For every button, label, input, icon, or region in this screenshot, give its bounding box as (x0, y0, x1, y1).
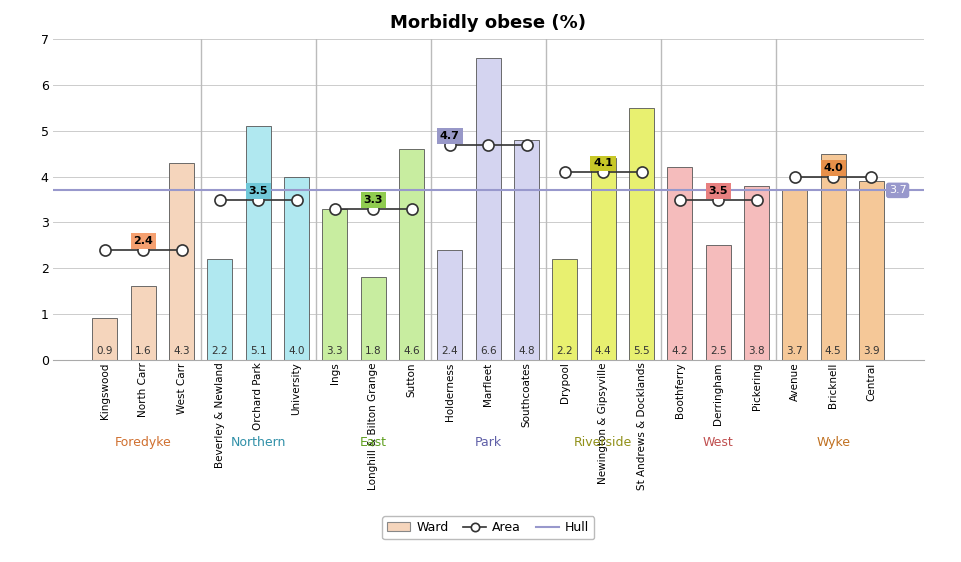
Bar (820, 154, 845, 360)
Text: Park: Park (474, 436, 502, 449)
Text: 4.8: 4.8 (518, 347, 534, 356)
Text: Wyke: Wyke (815, 436, 850, 449)
Text: 6.6: 6.6 (480, 347, 496, 356)
Text: 1.8: 1.8 (364, 347, 382, 356)
Text: 3.9: 3.9 (862, 347, 879, 356)
Text: 2.2: 2.2 (556, 347, 573, 356)
Bar (590, 158, 615, 360)
Bar (169, 163, 194, 360)
Legend: Ward, Area, Hull: Ward, Area, Hull (382, 516, 593, 539)
Text: 4.4: 4.4 (594, 347, 611, 356)
Bar (705, 245, 729, 360)
Bar (246, 126, 270, 360)
Text: 4.1: 4.1 (593, 158, 612, 169)
Text: 5.5: 5.5 (632, 347, 650, 356)
Bar (781, 191, 806, 360)
Text: 3.3: 3.3 (363, 195, 382, 205)
Bar (283, 176, 308, 360)
Text: 3.5: 3.5 (707, 186, 727, 196)
Text: 2.2: 2.2 (211, 347, 228, 356)
Text: 4.3: 4.3 (173, 347, 189, 356)
Text: 4.6: 4.6 (403, 347, 419, 356)
Bar (628, 108, 653, 360)
Text: 0.9: 0.9 (97, 347, 113, 356)
Bar (437, 250, 462, 360)
Text: 3.5: 3.5 (248, 186, 268, 196)
Text: Northern: Northern (231, 436, 285, 449)
Text: 2.4: 2.4 (441, 347, 457, 356)
Bar (131, 287, 156, 360)
Bar (360, 277, 385, 360)
Text: 3.7: 3.7 (786, 347, 802, 356)
Text: East: East (359, 436, 386, 449)
Text: 2.4: 2.4 (134, 236, 153, 246)
Bar (552, 259, 577, 360)
Text: 3.3: 3.3 (326, 347, 343, 356)
Bar (743, 186, 768, 360)
Text: 4.2: 4.2 (671, 347, 687, 356)
Bar (513, 140, 538, 360)
Text: 4.0: 4.0 (823, 163, 842, 173)
Text: Foredyke: Foredyke (114, 436, 171, 449)
Text: Riverside: Riverside (574, 436, 631, 449)
Bar (858, 181, 883, 360)
Title: Morbidly obese (%): Morbidly obese (%) (390, 14, 585, 32)
Text: 3.8: 3.8 (748, 347, 764, 356)
Bar (667, 167, 692, 360)
Text: 4.0: 4.0 (288, 347, 305, 356)
Text: 4.5: 4.5 (824, 347, 841, 356)
Text: 2.5: 2.5 (709, 347, 726, 356)
Bar (399, 149, 424, 360)
Bar (476, 58, 500, 360)
Text: 1.6: 1.6 (135, 347, 152, 356)
Bar (92, 319, 117, 360)
Bar (322, 209, 347, 360)
Text: 5.1: 5.1 (250, 347, 266, 356)
Bar (208, 259, 233, 360)
Text: 3.7: 3.7 (888, 185, 905, 196)
Text: West: West (702, 436, 733, 449)
Text: 4.7: 4.7 (439, 131, 459, 141)
